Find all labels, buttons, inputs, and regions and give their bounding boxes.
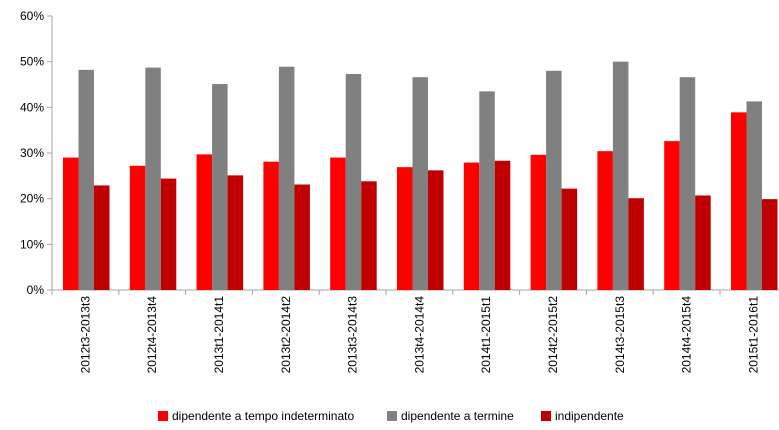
legend: dipendente a tempo indeterminato dipenden… bbox=[158, 409, 624, 423]
bar-1-2015t1-2016t1 bbox=[731, 112, 747, 291]
y-tick-label: 40% bbox=[20, 100, 44, 114]
bar-2-2015t1-2016t1 bbox=[746, 101, 762, 290]
bar-1-2012t4-2013t4 bbox=[129, 165, 146, 290]
bar-3-2012t3-2013t3 bbox=[94, 185, 110, 290]
bar-3-2014t2-2015t2 bbox=[561, 188, 578, 290]
bar-1-2013t4-2014t4 bbox=[397, 167, 413, 290]
x-tick-label: 2015t1-2016t1 bbox=[746, 296, 760, 374]
y-tick-label: 10% bbox=[20, 237, 44, 251]
y-tick-label: 0% bbox=[27, 283, 45, 297]
bar-3-2014t4-2015t4 bbox=[695, 195, 711, 290]
bar-3-2013t2-2014t2 bbox=[294, 184, 310, 290]
legend-swatch bbox=[158, 411, 168, 421]
legend-label: dipendente a termine bbox=[401, 409, 514, 423]
y-tick-label: 20% bbox=[20, 192, 44, 206]
bar-3-2013t1-2014t1 bbox=[227, 175, 244, 290]
bar-2-2014t3-2015t3 bbox=[612, 61, 629, 290]
bar-2-2012t4-2013t4 bbox=[145, 67, 161, 290]
bar-3-2014t1-2015t1 bbox=[494, 160, 511, 290]
bar-3-2015t1-2016t1 bbox=[762, 199, 778, 290]
bar-2-2012t3-2013t3 bbox=[78, 69, 94, 291]
x-tick-label: 2013t3-2014t3 bbox=[346, 296, 360, 374]
bars bbox=[63, 61, 778, 291]
bar-2-2014t1-2015t1 bbox=[479, 91, 495, 290]
legend-swatch bbox=[541, 411, 551, 421]
bar-1-2013t3-2014t3 bbox=[330, 157, 346, 290]
bar-2-2013t2-2014t2 bbox=[278, 66, 295, 290]
bar-3-2012t4-2013t4 bbox=[160, 178, 177, 290]
y-tick-label: 60% bbox=[20, 9, 44, 23]
bar-3-2013t3-2014t3 bbox=[361, 181, 377, 290]
x-tick-label: 2012t4-2013t4 bbox=[145, 296, 159, 374]
bar-1-2014t1-2015t1 bbox=[463, 162, 480, 290]
legend-label: dipendente a tempo indeterminato bbox=[172, 409, 354, 423]
bar-2-2014t2-2015t2 bbox=[546, 70, 562, 290]
x-tick-label: 2013t2-2014t2 bbox=[279, 296, 293, 374]
legend-label: indipendente bbox=[555, 409, 624, 423]
bar-1-2013t1-2014t1 bbox=[196, 154, 213, 290]
y-tick-label: 50% bbox=[20, 55, 44, 69]
y-axis: 0% 10% 20% 30% 40% 50% 60% bbox=[20, 9, 53, 297]
legend-swatch bbox=[387, 411, 397, 421]
y-tick-label: 30% bbox=[20, 146, 44, 160]
x-tick-label: 2013t4-2014t4 bbox=[412, 296, 426, 374]
x-tick-label: 2014t3-2015t3 bbox=[613, 296, 627, 374]
x-tick-label: 2014t4-2015t4 bbox=[680, 296, 694, 374]
bar-1-2013t2-2014t2 bbox=[263, 161, 279, 290]
x-axis: 2012t3-2013t3 2012t4-2013t4 2013t1-2014t1 2… bbox=[51, 289, 779, 374]
bar-2-2014t4-2015t4 bbox=[679, 77, 696, 291]
x-tick-label: 2014t1-2015t1 bbox=[479, 296, 493, 374]
bar-2-2013t4-2014t4 bbox=[412, 77, 428, 291]
bar-3-2013t4-2014t4 bbox=[428, 170, 444, 290]
bar-2-2013t3-2014t3 bbox=[345, 73, 362, 290]
bar-3-2014t3-2015t3 bbox=[628, 198, 644, 290]
bar-1-2012t3-2013t3 bbox=[63, 157, 79, 290]
bar-1-2014t4-2015t4 bbox=[664, 141, 680, 290]
x-tick-label: 2014t2-2015t2 bbox=[546, 296, 560, 374]
x-tick-label: 2012t3-2013t3 bbox=[78, 296, 92, 374]
x-tick-label: 2013t1-2014t1 bbox=[212, 296, 226, 374]
bar-1-2014t3-2015t3 bbox=[597, 151, 613, 290]
bar-2-2013t1-2014t1 bbox=[212, 84, 228, 290]
bar-1-2014t2-2015t2 bbox=[530, 154, 547, 290]
